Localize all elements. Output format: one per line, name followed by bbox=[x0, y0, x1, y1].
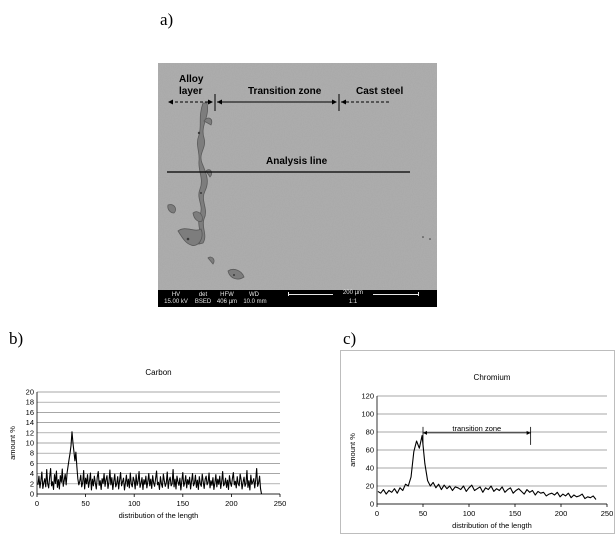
chromium-chart: Chromium 0 20 40 60 80 100 120 0 50 100 150 200 250 di… bbox=[340, 350, 615, 534]
y-tick-label: 0 bbox=[30, 490, 34, 499]
x-axis-label: distribution of the length bbox=[119, 511, 199, 520]
y-tick-label: 18 bbox=[26, 398, 34, 407]
x-axis-label: distribution of the length bbox=[452, 521, 532, 530]
chart-title: Chromium bbox=[474, 373, 511, 382]
annotation-arrowhead-right bbox=[526, 430, 531, 435]
x-tick-label: 50 bbox=[81, 499, 89, 508]
databar-hfw-label: HFW bbox=[220, 292, 234, 298]
series-line bbox=[377, 435, 597, 500]
databar-hv-label: HV bbox=[171, 292, 181, 298]
y-tick-label: 20 bbox=[366, 482, 374, 491]
y-tick-label: 16 bbox=[26, 408, 34, 417]
x-tick-label: 0 bbox=[35, 499, 39, 508]
x-tick-label: 50 bbox=[419, 509, 427, 518]
label-alloy-layer-line2: layer bbox=[179, 86, 203, 97]
databar-wd-label: WD bbox=[249, 292, 259, 298]
databar-wd-value: 10.0 mm bbox=[243, 299, 267, 305]
y-tick-label: 14 bbox=[26, 418, 34, 427]
x-tick-label: 200 bbox=[225, 499, 238, 508]
databar-hfw-value: 406 µm bbox=[216, 299, 238, 305]
scale-bar-tick-left bbox=[288, 292, 289, 296]
x-tick-label: 200 bbox=[555, 509, 568, 518]
interface-phase bbox=[167, 102, 245, 280]
y-tick-label: 4 bbox=[30, 469, 34, 478]
annotation-text: transition zone bbox=[452, 424, 501, 433]
databar-det-label: det bbox=[198, 292, 208, 298]
panel-label-a: a) bbox=[160, 10, 174, 29]
label-alloy-layer-line1: Alloy bbox=[179, 74, 204, 85]
x-tick-label: 0 bbox=[375, 509, 379, 518]
y-tick-label: 80 bbox=[366, 428, 374, 437]
y-tick-label: 0 bbox=[370, 500, 374, 509]
databar-hv-value: 15.00 kV bbox=[164, 299, 188, 305]
x-tick-label: 250 bbox=[601, 509, 614, 518]
x-tick-label: 150 bbox=[509, 509, 522, 518]
y-tick-label: 120 bbox=[361, 392, 374, 401]
series-line bbox=[37, 431, 263, 495]
dark-inclusions bbox=[186, 131, 431, 276]
sem-databar: HV 15.00 kV det BSED HFW 406 µm WD 10.0 … bbox=[158, 290, 437, 307]
panel-label-b: b) bbox=[9, 329, 24, 348]
y-tick-label: 2 bbox=[30, 479, 34, 488]
y-tick-label: 12 bbox=[26, 428, 34, 437]
sem-micrograph: Alloy layer Transition zone Cast steel A… bbox=[158, 63, 437, 307]
y-axis-label: amount % bbox=[348, 433, 357, 467]
x-tick-label: 150 bbox=[177, 499, 190, 508]
label-analysis-line: Analysis line bbox=[266, 156, 328, 167]
panel-label-c: c) bbox=[343, 329, 357, 348]
zone-arrows bbox=[167, 94, 410, 173]
x-tick-label: 100 bbox=[463, 509, 476, 518]
chart-title: Carbon bbox=[145, 368, 171, 377]
x-tick-label: 100 bbox=[128, 499, 141, 508]
y-tick-label: 6 bbox=[30, 459, 34, 468]
databar-det-value: BSED bbox=[194, 299, 212, 305]
label-cast-steel: Cast steel bbox=[356, 86, 404, 97]
databar-scale-label: 200 µm bbox=[333, 290, 373, 297]
scale-bar-tick-right bbox=[418, 292, 419, 296]
x-tick-label: 250 bbox=[274, 499, 287, 508]
y-tick-label: 20 bbox=[26, 388, 34, 397]
databar-scale-sub: 1:1 bbox=[348, 299, 358, 305]
y-tick-label: 100 bbox=[361, 410, 374, 419]
y-axis-label: amount % bbox=[8, 426, 17, 460]
y-tick-label: 8 bbox=[30, 449, 34, 458]
label-transition-zone: Transition zone bbox=[248, 86, 322, 97]
y-tick-label: 40 bbox=[366, 464, 374, 473]
y-tick-label: 60 bbox=[366, 446, 374, 455]
micrograph-image bbox=[158, 63, 437, 290]
y-tick-label: 10 bbox=[26, 439, 34, 448]
annotation-arrowhead-left bbox=[423, 430, 427, 435]
